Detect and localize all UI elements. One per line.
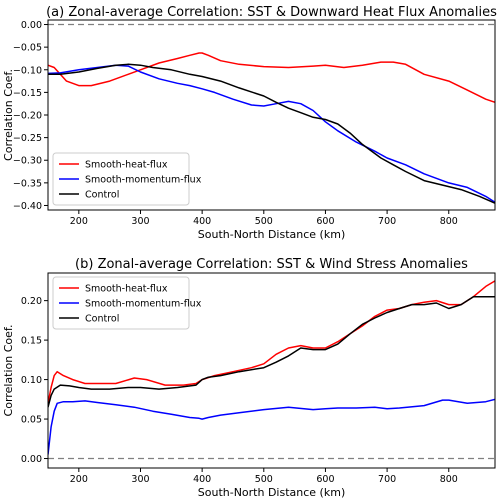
y-axis-label: Correlation Coef.	[2, 69, 15, 161]
legend-label: Control	[85, 190, 119, 201]
y-tick-label: −0.20	[13, 111, 42, 122]
x-tick-label: 700	[378, 474, 396, 485]
y-tick-label: 0.15	[21, 336, 42, 347]
y-tick-label: −0.40	[13, 201, 42, 212]
x-tick-label: 200	[70, 474, 88, 485]
y-axis-label: Correlation Coef.	[2, 325, 15, 417]
y-tick-label: −0.35	[13, 178, 42, 189]
series-line-smooth-heat-flux	[48, 52, 495, 104]
x-tick-label: 300	[131, 474, 149, 485]
panel-b: (b) Zonal-average Correlation: SST & Win…	[2, 257, 496, 499]
legend-label: Smooth-heat-flux	[85, 284, 168, 295]
x-tick-label: 800	[440, 474, 458, 485]
series-line-smooth-heat-flux	[48, 280, 495, 404]
x-tick-label: 500	[255, 474, 273, 485]
legend-box	[52, 276, 190, 330]
x-tick-label: 800	[440, 216, 458, 227]
legend: Smooth-heat-flux Smooth-momentum-flux Cont…	[52, 276, 202, 330]
series-line-smooth-momentum-flux	[48, 398, 495, 455]
y-tick-label: −0.15	[13, 88, 42, 99]
legend-label: Smooth-momentum-flux	[85, 299, 202, 310]
y-tick-label: 0.05	[21, 415, 42, 426]
x-tick-label: 600	[316, 474, 334, 485]
legend-box	[52, 152, 190, 206]
y-tick-label: −0.25	[13, 133, 42, 144]
x-tick-label: 500	[255, 216, 273, 227]
y-tick-label: −0.10	[13, 65, 42, 76]
legend-label: Smooth-heat-flux	[85, 160, 168, 171]
x-tick-label: 200	[70, 216, 88, 227]
panel-a: (a) Zonal-average Correlation: SST & Dow…	[2, 5, 497, 241]
series-line-control	[48, 63, 495, 204]
x-tick-label: 300	[131, 216, 149, 227]
x-tick-label: 400	[193, 474, 211, 485]
legend-label: Control	[85, 314, 119, 325]
y-tick-label: 0.00	[21, 20, 42, 31]
x-tick-label: 600	[316, 216, 334, 227]
y-tick-label: −0.30	[13, 156, 42, 167]
x-axis-label: South-North Distance (km)	[198, 486, 345, 499]
y-tick-label: 0.10	[21, 375, 42, 386]
y-tick-label: 0.20	[21, 296, 42, 307]
x-axis-label: South-North Distance (km)	[198, 228, 345, 241]
legend: Smooth-heat-flux Smooth-momentum-flux Cont…	[52, 152, 202, 206]
x-tick-label: 700	[378, 216, 396, 227]
legend-label: Smooth-momentum-flux	[85, 175, 202, 186]
x-tick-label: 400	[193, 216, 211, 227]
y-tick-label: −0.05	[13, 43, 42, 54]
series-line-smooth-momentum-flux	[48, 64, 495, 203]
y-tick-label: 0.00	[21, 454, 42, 465]
chart-title: (b) Zonal-average Correlation: SST & Win…	[75, 257, 468, 272]
series-line-control	[48, 295, 495, 408]
chart-title: (a) Zonal-average Correlation: SST & Dow…	[46, 5, 497, 20]
plot-frame	[47, 272, 496, 469]
